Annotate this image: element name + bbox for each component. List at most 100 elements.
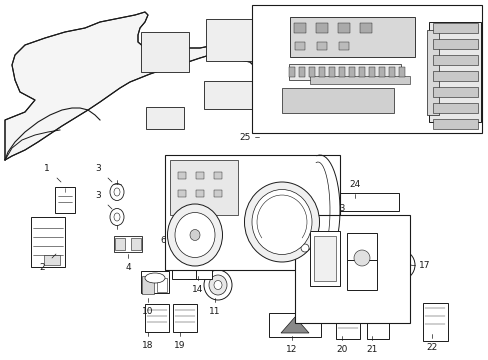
Bar [431,119,476,129]
Bar [298,67,305,77]
Text: 23: 23 [334,203,345,212]
Ellipse shape [301,244,308,252]
Bar [294,42,305,50]
Bar [431,87,476,97]
Bar [309,76,409,84]
Text: 28: 28 [252,104,263,113]
Bar [314,21,364,55]
Bar [196,189,203,197]
Bar [316,42,326,50]
Bar [172,252,196,279]
Text: 4: 4 [125,264,131,273]
Bar [431,103,476,113]
Ellipse shape [389,255,409,275]
Bar [115,238,125,250]
Ellipse shape [214,280,222,289]
Text: 11: 11 [209,307,220,316]
Bar [231,238,256,262]
Text: 19: 19 [174,342,185,351]
Text: 9: 9 [257,194,263,202]
Ellipse shape [301,224,308,232]
Ellipse shape [145,273,164,283]
Ellipse shape [114,188,120,196]
Text: 21: 21 [366,346,377,355]
Bar [268,313,320,337]
Bar [366,311,388,339]
Text: 24: 24 [348,180,360,189]
Bar [422,303,447,341]
Ellipse shape [384,250,414,280]
Bar [359,23,371,33]
Text: 13: 13 [391,240,403,249]
Bar [338,67,345,77]
Bar [146,107,183,129]
Bar [145,304,169,332]
Bar [178,189,185,197]
Bar [173,304,197,332]
Bar [308,67,314,77]
Bar [335,311,359,338]
Bar [378,67,384,77]
Text: 22: 22 [426,343,437,352]
Polygon shape [5,12,459,160]
Text: 17: 17 [418,261,430,270]
Bar [318,67,325,77]
Text: 29: 29 [471,33,483,42]
Bar [368,67,374,77]
Ellipse shape [353,250,369,266]
Text: 7: 7 [207,190,212,199]
Text: 26: 26 [399,37,410,46]
Text: 3: 3 [95,190,101,199]
Text: 15: 15 [222,246,233,255]
Text: 12: 12 [286,346,297,355]
Bar [358,67,364,77]
Bar [31,217,65,267]
Text: 20: 20 [336,346,347,355]
Text: 8: 8 [319,176,324,185]
Ellipse shape [190,230,200,240]
Text: 2: 2 [39,264,45,273]
Text: 16: 16 [172,239,183,248]
Ellipse shape [167,204,222,266]
Bar [315,23,327,33]
Bar [44,255,60,265]
Bar [348,67,354,77]
Bar [157,278,167,292]
Bar [338,42,348,50]
Bar [141,271,169,293]
Text: 1: 1 [44,163,50,172]
Bar [336,193,398,211]
Bar [313,235,335,280]
Bar [196,171,203,179]
Bar [337,23,349,33]
Bar [431,39,476,49]
Text: 6: 6 [160,235,165,244]
Ellipse shape [175,212,215,257]
Bar [388,67,394,77]
Bar [294,215,409,323]
Bar [346,260,376,290]
Ellipse shape [208,275,226,295]
Bar [141,32,189,72]
Bar [431,23,476,33]
Ellipse shape [110,184,124,201]
Text: 18: 18 [142,342,153,351]
Bar [131,238,141,250]
Ellipse shape [114,213,120,221]
Bar [293,23,305,33]
Bar [214,171,222,179]
Bar [428,22,480,122]
Bar [114,236,142,252]
Text: 3: 3 [95,163,101,172]
Bar [203,81,265,109]
Polygon shape [281,317,308,333]
Bar [398,67,404,77]
Bar [288,67,294,77]
Bar [282,87,393,113]
Bar [214,189,222,197]
Bar [178,171,185,179]
Text: 25: 25 [239,132,250,141]
Ellipse shape [110,208,124,225]
Bar [55,187,75,213]
Bar [142,276,154,294]
